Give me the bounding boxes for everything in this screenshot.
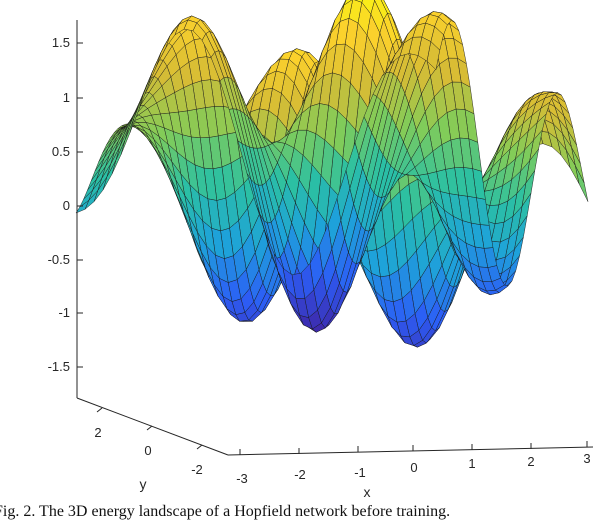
z-tick-label: -1: [58, 305, 70, 320]
x-axis-label: x: [364, 484, 371, 500]
z-tick-label: 0.5: [52, 144, 70, 159]
x-axis-line: [227, 446, 594, 456]
y-ticks: 2 0 -2 y: [94, 407, 203, 492]
z-tick-label: 1.5: [52, 35, 70, 50]
y-tick-label: 0: [144, 443, 151, 458]
z-ticks: 1.5 1 0.5 0 -0.5 -1 -1.5: [48, 35, 83, 374]
z-tick-label: -0.5: [48, 252, 70, 267]
x-tick-label: 2: [527, 454, 534, 469]
figure-caption: Fig. 2. The 3D energy landscape of a Hop…: [0, 503, 451, 520]
x-tick-label: -3: [236, 471, 248, 486]
y-tick-label: 2: [94, 425, 101, 440]
surface-chart: 1.5 1 0.5 0 -0.5 -1 -1.5 2 0 -2 y: [48, 0, 594, 500]
z-tick-label: 0: [63, 198, 70, 213]
y-axis-line: [76, 397, 229, 456]
surface-mesh: [75, 0, 589, 348]
axes: 1.5 1 0.5 0 -0.5 -1 -1.5 2 0 -2 y: [48, 20, 594, 500]
x-tick-label: 1: [468, 456, 475, 471]
z-tick-label: 1: [63, 90, 70, 105]
x-tick-label: -2: [294, 467, 306, 482]
x-tick-label: -1: [354, 465, 366, 480]
x-ticks: -3 -2 -1 0 1 2 3 x: [236, 441, 591, 500]
x-tick-label: 0: [410, 460, 417, 475]
z-tick-label: -1.5: [48, 359, 70, 374]
y-axis-label: y: [140, 476, 147, 492]
y-tick-label: -2: [191, 462, 203, 477]
x-tick-label: 3: [583, 451, 590, 466]
